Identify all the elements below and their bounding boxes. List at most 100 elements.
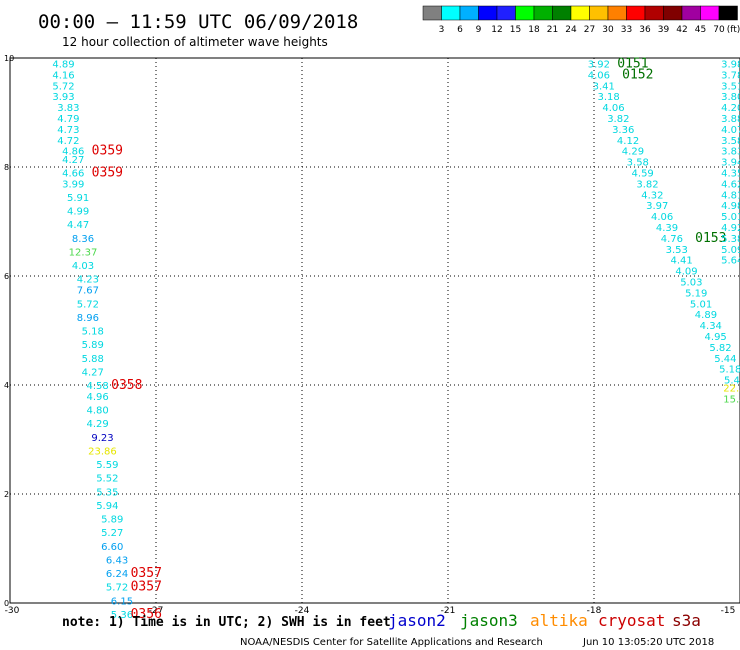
wave-height-label: 4.58 <box>86 381 108 392</box>
legend-item: s3a <box>672 611 701 630</box>
wave-height-label: 12.37 <box>69 247 98 258</box>
color-scale: 3 6 9 12 15 18 21 24 27 30 33 36 39 42 45 70 (ft) <box>422 5 740 35</box>
color-scale-label: 24 <box>565 25 577 35</box>
wave-height-label: 3.58 <box>627 158 649 169</box>
wave-height-label: 5.38 <box>721 234 740 245</box>
time-label: 0358 <box>111 378 142 393</box>
wave-height-label: 6.60 <box>101 542 123 553</box>
wave-height-label: 5.35 <box>96 487 118 498</box>
y-tick-label: 8 <box>4 163 9 172</box>
wave-height-label: 4.06 <box>602 103 624 114</box>
wave-height-label: 7.67 <box>77 286 99 297</box>
wave-height-label: 3.93 <box>52 92 74 103</box>
time-label: 0359 <box>92 165 123 180</box>
color-scale-swatch <box>459 5 479 21</box>
wave-height-label: 3.18 <box>597 92 619 103</box>
wave-height-label: 4.99 <box>67 207 89 218</box>
x-tick-label: -15 <box>721 606 736 616</box>
wave-height-label: 5.01 <box>721 212 740 223</box>
wave-height-label: 5.72 <box>77 299 99 310</box>
wave-height-label: 3.41 <box>593 81 615 92</box>
wave-height-label: 4.29 <box>86 419 108 430</box>
wave-height-label: 4.62 <box>721 179 740 190</box>
color-scale-swatch <box>607 5 627 21</box>
color-scale-swatch <box>626 5 646 21</box>
color-scale-swatch <box>496 5 516 21</box>
wave-height-label: 4.86 <box>62 147 84 158</box>
footer-credit: NOAA/NESDIS Center for Satellite Applica… <box>240 637 543 648</box>
wave-height-label: 23.86 <box>88 446 117 457</box>
color-scale-label: 70 <box>713 25 725 35</box>
chart-title: 00:00 – 11:59 UTC 06/09/2018 <box>38 11 358 33</box>
wave-height-label: 5.82 <box>709 343 731 354</box>
wave-height-label: 5.44 <box>714 354 736 365</box>
color-scale-label: 42 <box>676 25 687 35</box>
legend-item: jason2 <box>388 611 446 630</box>
wave-height-label: 5.19 <box>685 288 707 299</box>
color-scale-label: 21 <box>547 25 558 35</box>
wave-height-label: 5.52 <box>96 474 118 485</box>
time-label: 0356 <box>131 607 162 622</box>
color-scale-swatch <box>515 5 535 21</box>
wave-height-label: 4.76 <box>661 234 683 245</box>
x-tick-label: -24 <box>295 606 310 616</box>
wave-height-label: 4.89 <box>52 59 74 70</box>
wave-height-label: 4.34 <box>700 321 722 332</box>
color-scale-swatch <box>589 5 609 21</box>
color-scale-label: 30 <box>602 25 614 35</box>
color-scale-swatch <box>533 5 553 21</box>
wave-height-label: 4.07 <box>721 125 740 136</box>
wave-height-label: 3.58 <box>721 136 740 147</box>
color-scale-swatch <box>681 5 701 21</box>
wave-height-label: 4.81 <box>721 190 740 201</box>
color-scale-label: 9 <box>476 25 482 35</box>
wave-height-label: 3.53 <box>666 245 688 256</box>
color-scale-swatch <box>570 5 590 21</box>
time-label: 0357 <box>131 566 162 581</box>
wave-height-label: 4.16 <box>52 70 74 81</box>
wave-height-label: 15.86 <box>723 395 740 406</box>
time-label: 0359 <box>92 144 123 159</box>
time-label: 0152 <box>622 67 653 82</box>
wave-height-label: 5.03 <box>680 277 702 288</box>
wave-height-label: 5.01 <box>690 299 712 310</box>
wave-height-label: 3.82 <box>607 114 629 125</box>
wave-height-label: 4.92 <box>721 223 740 234</box>
wave-height-label: 5.44 <box>724 376 740 387</box>
color-scale-label: 27 <box>584 25 595 35</box>
wave-height-label: 4.72 <box>57 136 79 147</box>
wave-height-label: 4.20 <box>721 103 740 114</box>
x-tick-label: -27 <box>149 606 164 616</box>
wave-height-label: 5.89 <box>82 340 104 351</box>
time-label: 0153 <box>695 231 726 246</box>
wave-height-label: 4.06 <box>651 212 673 223</box>
color-scale-label: 36 <box>639 25 651 35</box>
wave-height-label: 4.80 <box>86 406 108 417</box>
wave-height-label: 4.12 <box>617 136 639 147</box>
y-tick-labels: 0 2 4 6 8 10 <box>4 54 14 608</box>
color-scale-label: 6 <box>457 25 463 35</box>
color-scale-swatch <box>422 5 442 21</box>
wave-height-label: 5.94 <box>96 501 118 512</box>
wave-height-label: 6.24 <box>106 569 128 580</box>
wave-height-label: 6.15 <box>111 596 133 607</box>
wave-height-label: 4.59 <box>632 168 654 179</box>
wave-height-label: 5.59 <box>96 460 118 471</box>
wave-height-label: 5.09 <box>721 245 740 256</box>
wave-height-label: 5.72 <box>52 81 74 92</box>
color-scale-unit: (ft) <box>727 25 740 35</box>
footer-timestamp: Jun 10 13:05:20 UTC 2018 <box>582 637 714 648</box>
wave-height-label: 3.51 <box>721 81 740 92</box>
color-scale-label: 33 <box>621 25 632 35</box>
wave-height-label: 5.18 <box>82 327 104 338</box>
color-scale-swatch <box>644 5 664 21</box>
wave-height-label: 4.35 <box>721 168 740 179</box>
wave-height-label: 5.89 <box>101 515 123 526</box>
wave-height-label: 3.83 <box>721 147 740 158</box>
wave-height-label: 4.79 <box>57 114 79 125</box>
legend-item: jason3 <box>460 611 518 630</box>
time-label: 0357 <box>131 580 162 595</box>
wave-height-label: 4.39 <box>656 223 678 234</box>
color-scale-swatch <box>478 5 498 21</box>
legend: jason2 jason3 altika cryosat s3a <box>388 611 701 630</box>
